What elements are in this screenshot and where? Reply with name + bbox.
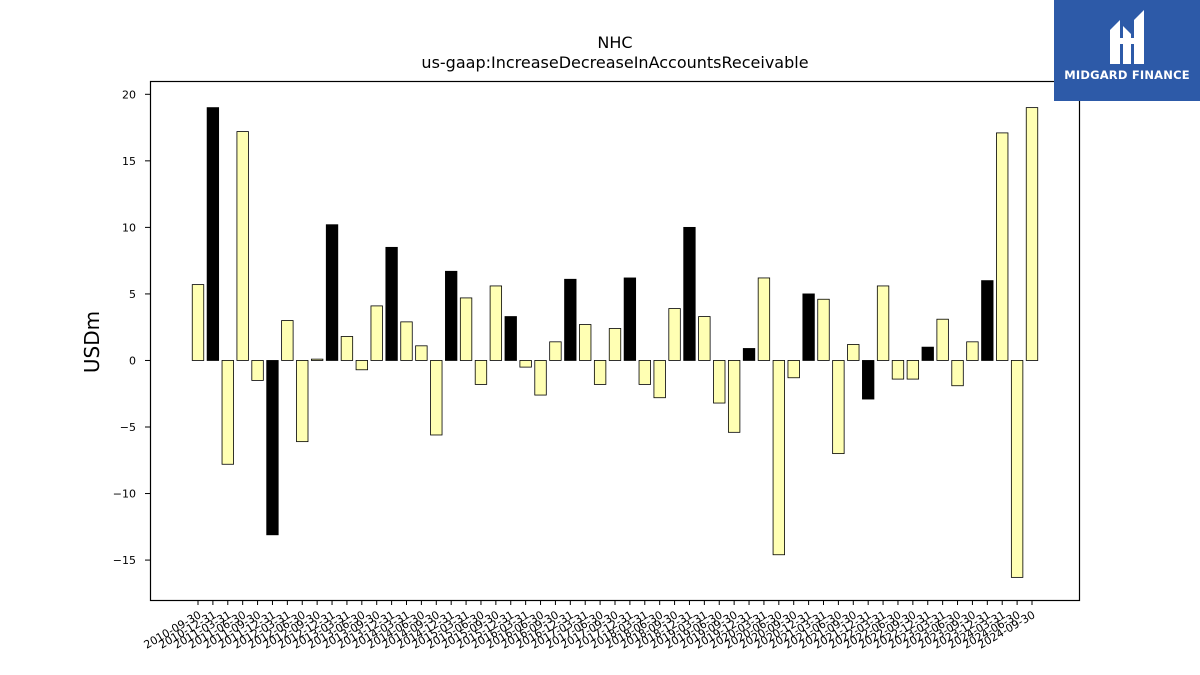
y-tick-label: −5 bbox=[120, 421, 136, 434]
bar-2020-12-31 bbox=[802, 293, 815, 361]
bar-2019-12-31 bbox=[742, 348, 756, 361]
bar-2018-03-31 bbox=[638, 360, 651, 385]
bar-2011-12-31 bbox=[266, 360, 279, 536]
bar-2018-06-30 bbox=[653, 360, 666, 399]
bar-2015-12-31 bbox=[504, 316, 517, 361]
chart-title: NHC bbox=[597, 33, 632, 52]
bar-2022-06-30 bbox=[891, 360, 905, 380]
bar-2019-09-30 bbox=[727, 360, 741, 433]
bar-2023-03-31 bbox=[936, 318, 949, 361]
bar-2024-09-30 bbox=[1025, 107, 1039, 361]
bar-2016-12-31 bbox=[564, 278, 577, 361]
bar-2014-06-30 bbox=[415, 345, 428, 361]
bar-2015-09-30 bbox=[489, 285, 503, 361]
bar-2023-06-30 bbox=[951, 360, 964, 387]
bar-2016-03-31 bbox=[519, 360, 532, 368]
y-tick-label: 10 bbox=[122, 221, 136, 234]
brand-logo: MIDGARD FINANCE bbox=[1054, 0, 1200, 101]
bar-2012-12-31 bbox=[325, 224, 339, 361]
bar-2017-12-31 bbox=[623, 277, 637, 361]
y-tick-label: 15 bbox=[122, 155, 136, 168]
bar-2014-12-31 bbox=[445, 270, 458, 361]
bar-2023-09-30 bbox=[966, 341, 979, 361]
bar-2015-03-31 bbox=[459, 297, 473, 361]
bar-2010-12-31 bbox=[206, 107, 220, 361]
bar-2014-03-31 bbox=[400, 321, 413, 361]
x-axis: 2010-09-302010-12-312011-03-312011-06-30… bbox=[142, 600, 1038, 652]
bar-2023-12-31 bbox=[981, 280, 994, 361]
y-tick-label: −10 bbox=[113, 488, 136, 501]
bar-2016-09-30 bbox=[549, 341, 562, 361]
bar-2013-06-30 bbox=[355, 360, 368, 371]
y-tick-label: 5 bbox=[129, 288, 136, 301]
y-axis-label: USDm bbox=[80, 311, 104, 373]
bar-2024-06-30 bbox=[1010, 360, 1024, 578]
bar-2011-06-30 bbox=[236, 131, 249, 361]
brand-name: MIDGARD FINANCE bbox=[1064, 68, 1190, 82]
bar-2019-03-31 bbox=[698, 316, 711, 361]
bar-2018-09-30 bbox=[668, 308, 681, 361]
bar-2013-03-31 bbox=[340, 336, 354, 361]
midgard-m-logo-icon bbox=[1110, 10, 1144, 64]
y-tick-label: 0 bbox=[129, 354, 136, 367]
bar-2017-06-30 bbox=[593, 360, 607, 385]
bar-2021-03-31 bbox=[817, 298, 830, 361]
bar-2018-12-31 bbox=[683, 226, 696, 361]
bar-2021-09-30 bbox=[847, 344, 860, 361]
bar-2021-06-30 bbox=[832, 360, 845, 455]
chart-subtitle: us-gaap:IncreaseDecreaseInAccountsReceiv… bbox=[421, 53, 808, 72]
y-tick-label: 20 bbox=[122, 88, 136, 101]
bar-2017-09-30 bbox=[608, 328, 622, 361]
bars-group bbox=[191, 107, 1039, 578]
plot-frame bbox=[149, 80, 1081, 602]
bar-2015-06-30 bbox=[474, 360, 488, 385]
bar-2010-09-30 bbox=[191, 284, 205, 361]
bar-2016-06-30 bbox=[534, 360, 547, 396]
bar-2012-06-30 bbox=[296, 360, 309, 443]
y-tick-label: −15 bbox=[113, 554, 136, 567]
bar-2022-12-31 bbox=[921, 346, 934, 361]
y-axis: −15 −10 −5 0 5 10 15 20 bbox=[113, 88, 150, 567]
bar-2022-09-30 bbox=[906, 360, 920, 380]
bar-2020-03-31 bbox=[757, 277, 771, 361]
bar-2013-12-31 bbox=[385, 246, 398, 361]
bar-2021-12-31 bbox=[862, 360, 875, 400]
bar-2020-09-30 bbox=[787, 360, 800, 379]
bar-2024-03-31 bbox=[996, 132, 1009, 361]
bar-2017-03-31 bbox=[579, 324, 592, 361]
bar-2012-03-31 bbox=[281, 320, 294, 361]
bar-2014-09-30 bbox=[430, 360, 443, 436]
bar-2011-03-31 bbox=[221, 360, 234, 465]
bar-2013-09-30 bbox=[370, 305, 383, 361]
bar-2022-03-31 bbox=[876, 285, 890, 361]
bar-2020-06-30 bbox=[772, 360, 785, 556]
bar-2019-06-30 bbox=[713, 360, 726, 404]
bar-2012-09-30 bbox=[310, 358, 324, 361]
bar-2011-09-30 bbox=[251, 360, 264, 381]
